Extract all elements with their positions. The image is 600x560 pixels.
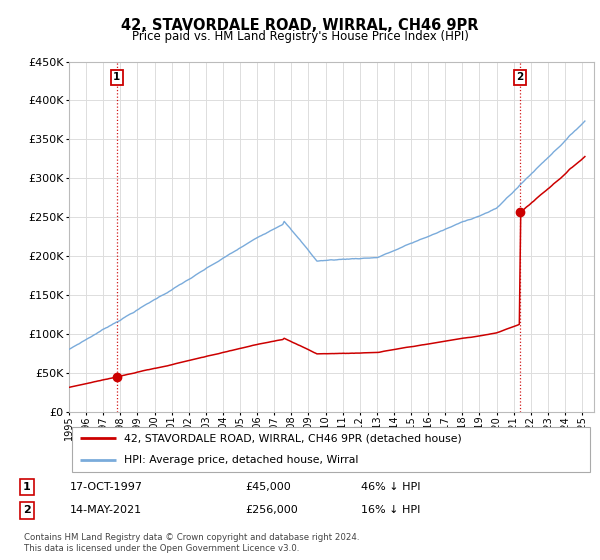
Text: £256,000: £256,000 [245,506,298,515]
Text: 16% ↓ HPI: 16% ↓ HPI [361,506,421,515]
Text: 1: 1 [23,482,31,492]
Text: 17-OCT-1997: 17-OCT-1997 [70,482,143,492]
FancyBboxPatch shape [71,427,590,472]
Text: Contains HM Land Registry data © Crown copyright and database right 2024.
This d: Contains HM Land Registry data © Crown c… [24,533,359,553]
Text: 42, STAVORDALE ROAD, WIRRAL, CH46 9PR: 42, STAVORDALE ROAD, WIRRAL, CH46 9PR [121,18,479,33]
Text: Price paid vs. HM Land Registry's House Price Index (HPI): Price paid vs. HM Land Registry's House … [131,30,469,43]
Text: 1: 1 [113,72,121,82]
Text: 42, STAVORDALE ROAD, WIRRAL, CH46 9PR (detached house): 42, STAVORDALE ROAD, WIRRAL, CH46 9PR (d… [124,433,462,444]
Text: 2: 2 [517,72,524,82]
Text: 2: 2 [23,506,31,515]
Text: HPI: Average price, detached house, Wirral: HPI: Average price, detached house, Wirr… [124,455,359,465]
Text: 46% ↓ HPI: 46% ↓ HPI [361,482,421,492]
Text: 14-MAY-2021: 14-MAY-2021 [70,506,142,515]
Text: £45,000: £45,000 [245,482,290,492]
